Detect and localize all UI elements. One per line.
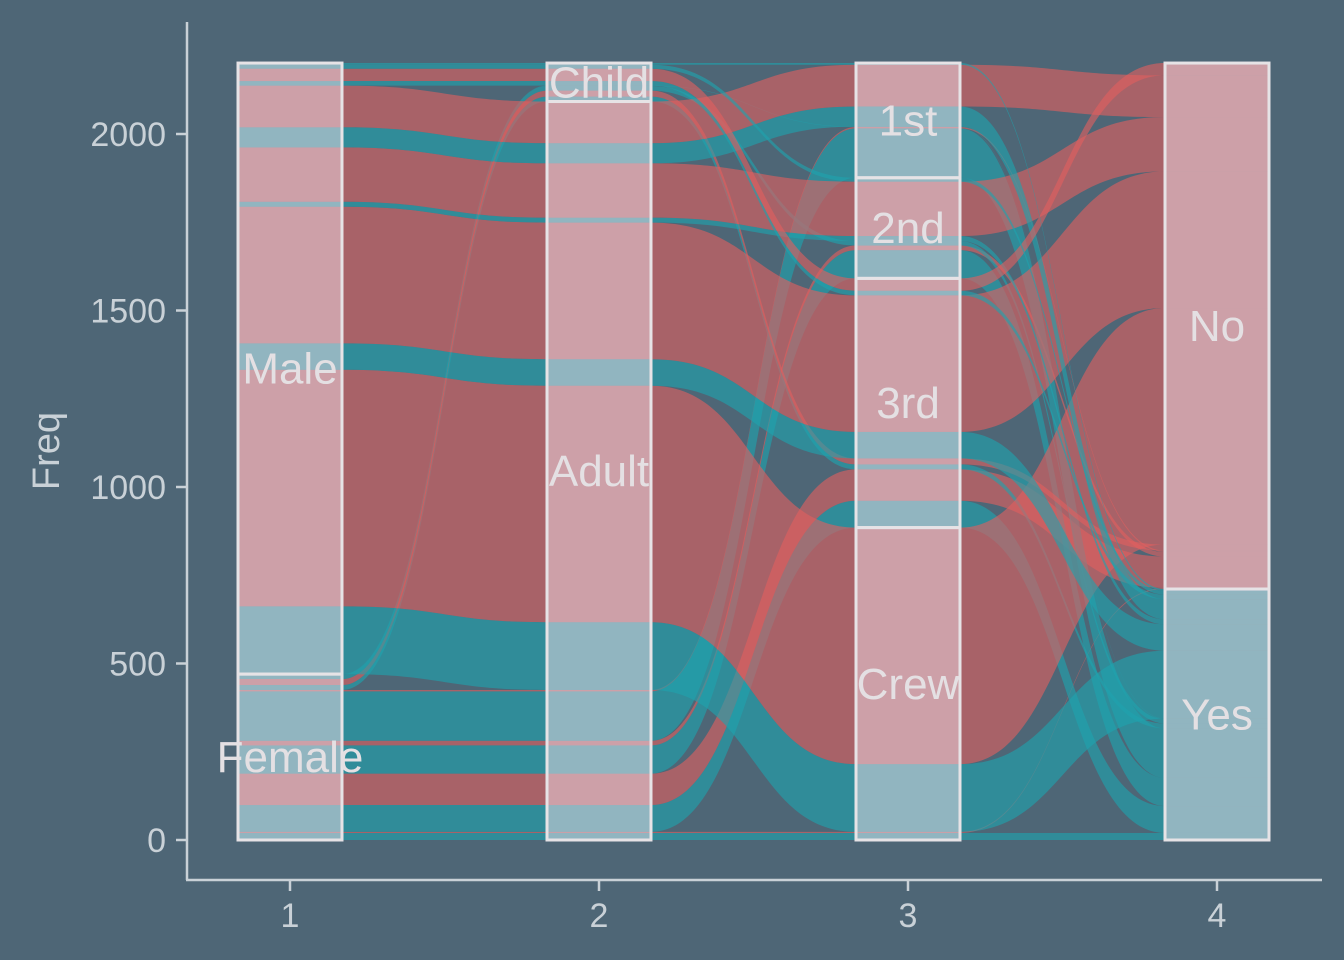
stratum-box (236, 61, 344, 676)
flow-band (651, 832, 856, 840)
flow-band (342, 147, 547, 218)
flow-band (342, 343, 547, 386)
flow-band (651, 68, 856, 291)
flow-band (960, 431, 1165, 651)
flow-band (342, 689, 547, 692)
flow-band (960, 236, 1165, 625)
flow-band (342, 206, 547, 360)
x-tick-label: 2 (590, 897, 609, 935)
flow-band (651, 106, 856, 164)
stratum-box (854, 526, 962, 842)
stratum-label: Male (242, 345, 337, 394)
flow-band (342, 81, 547, 86)
stratum-label: 1st (879, 96, 938, 145)
flow-band (651, 359, 856, 459)
flow-band (342, 85, 547, 144)
flow-band (960, 106, 1165, 620)
stratum-box (1163, 61, 1271, 591)
flow-band (342, 201, 547, 223)
flow-band (960, 63, 1165, 291)
flow-band (342, 745, 547, 774)
stratum-label: 3rd (876, 379, 940, 428)
flow-band (960, 177, 1165, 595)
y-tick-label: 1000 (90, 469, 166, 507)
flow-band (342, 64, 547, 69)
stratum-label: Yes (1181, 691, 1253, 740)
flow-band (960, 63, 1165, 591)
flow-band (651, 85, 856, 246)
y-tick-label: 2000 (90, 116, 166, 154)
flow-band (342, 68, 547, 82)
flow-band (342, 773, 547, 806)
stratum-box (854, 176, 962, 280)
x-tick-label: 1 (281, 897, 300, 935)
flow-band (651, 217, 856, 241)
y-tick-label: 500 (109, 646, 166, 684)
stratum-box (1163, 587, 1271, 842)
stratum-box (236, 672, 344, 842)
stratum-label: No (1189, 302, 1245, 351)
flow-band (651, 622, 856, 832)
flow-band (651, 831, 856, 833)
flow-band (960, 500, 1165, 833)
flow-band (960, 64, 1165, 118)
x-tick-label: 3 (899, 897, 918, 935)
y-tick-label: 1500 (90, 293, 166, 331)
axes-layer: 0 500 1000 1500 2000 1 2 3 4 (90, 22, 1322, 935)
flow-band (651, 63, 856, 65)
flow-band (342, 831, 547, 833)
stratum-label: Adult (549, 447, 649, 496)
flow-band (651, 385, 856, 765)
stratum-label: Crew (857, 660, 960, 709)
strata-layer: Female Male Adult Child Crew 3rd 2nd 1st Yes No (217, 58, 1271, 842)
stratum-label: 2nd (871, 204, 944, 253)
stratum-box (545, 61, 653, 104)
flow-band (960, 290, 1165, 600)
flow-band (651, 64, 856, 144)
flow-band (651, 64, 856, 182)
flow-band (342, 63, 547, 65)
flow-band (342, 805, 547, 832)
x-tick-label: 4 (1208, 897, 1227, 935)
flow-band (960, 245, 1165, 557)
flow-band (342, 691, 547, 741)
stratum-box (854, 276, 962, 530)
flow-band (342, 127, 547, 164)
flow-band (960, 171, 1165, 432)
stratum-label: Child (549, 58, 649, 107)
y-tick-label: 0 (147, 822, 166, 860)
flow-band (651, 163, 856, 237)
flow-band (651, 81, 856, 296)
stratum-box (545, 100, 653, 842)
flow-band (651, 128, 856, 741)
flow-band (342, 606, 547, 690)
flow-band (651, 222, 856, 432)
flow-band (960, 650, 1165, 832)
stratum-box (854, 61, 962, 180)
y-axis-title: Freq (26, 412, 68, 490)
flow-band (960, 832, 1165, 840)
flow-band (342, 740, 547, 746)
stratum-label: Female (217, 733, 364, 782)
flow-band (342, 832, 547, 840)
flow-band (342, 369, 547, 623)
